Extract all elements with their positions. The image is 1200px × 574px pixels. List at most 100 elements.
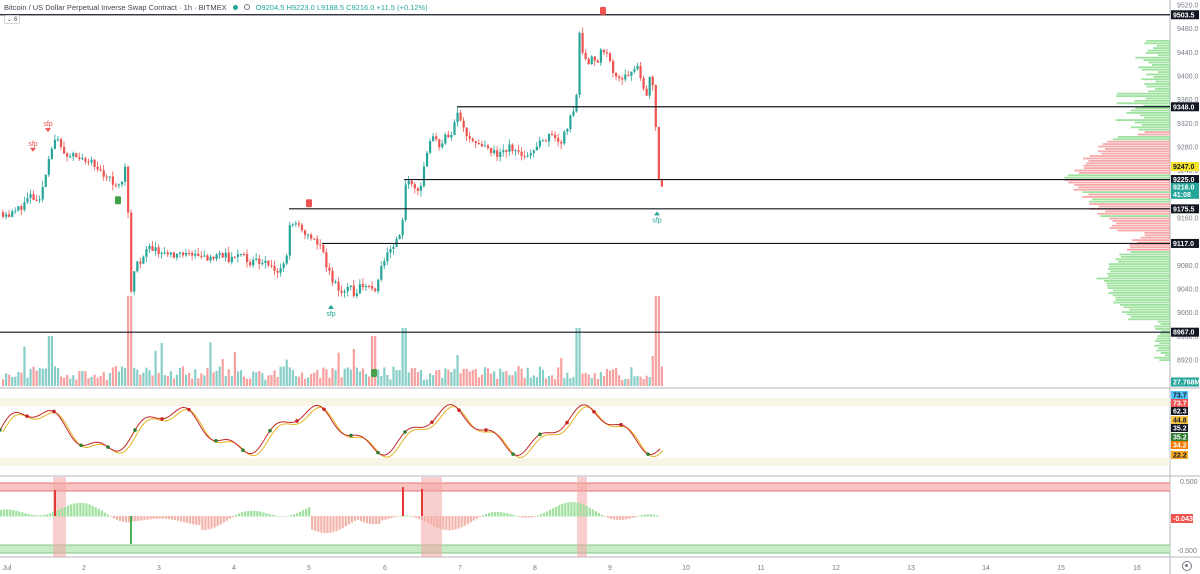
volume-bar xyxy=(66,374,69,386)
oscillator-dot xyxy=(349,433,353,438)
histogram-bar xyxy=(420,516,424,521)
candle xyxy=(197,253,200,256)
indicators-toggle[interactable]: ⌄ 6 xyxy=(4,15,21,24)
candle xyxy=(538,140,541,147)
volume-bar xyxy=(337,352,340,386)
settings-icon[interactable] xyxy=(243,4,250,10)
candle xyxy=(233,256,236,258)
volume-bar xyxy=(53,366,57,386)
histogram-bar xyxy=(88,504,91,517)
volume-profile-bar xyxy=(1068,181,1170,184)
histogram-bar xyxy=(597,512,600,517)
histogram-bar xyxy=(262,512,265,517)
histogram-bar xyxy=(292,514,295,517)
candle xyxy=(380,265,383,280)
volume-profile-bar xyxy=(1146,73,1170,76)
candle xyxy=(557,137,560,142)
volume-bar xyxy=(416,372,419,386)
volume-profile-bar xyxy=(1078,172,1170,174)
volume-bar xyxy=(56,367,60,386)
candle xyxy=(59,139,63,147)
candle xyxy=(425,152,429,167)
oscillator-dot xyxy=(484,428,488,432)
oscillator-badge-label: 62.3 xyxy=(1173,409,1187,416)
volume-bar xyxy=(471,369,474,386)
candle xyxy=(639,65,642,79)
candle xyxy=(630,71,633,76)
histogram-bar xyxy=(539,514,543,517)
volume-profile-bar xyxy=(1105,210,1170,213)
symbol-title[interactable]: Bitcoin / US Dollar Perpetual Inverse Sw… xyxy=(4,2,227,12)
volume-profile-bar xyxy=(1107,140,1170,143)
ohlc-values: O9204.5 H9223.0 L9188.5 C9216.0 +11.5 (+… xyxy=(255,2,428,12)
oscillator-dot xyxy=(619,422,623,427)
volume-profile-bar xyxy=(1147,49,1170,52)
volume-bar xyxy=(291,370,294,386)
histogram-bar xyxy=(344,516,347,527)
volume-bar xyxy=(26,377,29,386)
volume-bar xyxy=(145,367,148,386)
volume-profile-bar xyxy=(1086,162,1170,165)
volume-bar xyxy=(511,375,514,386)
candle xyxy=(517,150,520,152)
volume-bar xyxy=(480,374,484,386)
volume-bar xyxy=(124,367,127,386)
candle xyxy=(621,78,624,80)
candle xyxy=(590,56,593,64)
volume-profile-bar xyxy=(1146,40,1170,42)
candle xyxy=(349,285,352,288)
histogram-bar xyxy=(164,516,167,519)
histogram-bar xyxy=(427,516,430,524)
candle xyxy=(444,134,447,144)
volume-bar xyxy=(404,328,407,386)
histogram-bar xyxy=(500,512,503,517)
volume-bar xyxy=(69,378,72,386)
histogram-bar xyxy=(454,516,457,530)
histogram-bar xyxy=(128,516,131,523)
volume-profile-bar xyxy=(1111,224,1170,227)
histogram-spike xyxy=(130,516,132,544)
histogram-bar xyxy=(57,509,61,517)
candle xyxy=(38,199,41,201)
candle xyxy=(374,288,377,292)
volume-bar xyxy=(239,370,243,386)
candle xyxy=(249,262,252,266)
volume-bar xyxy=(188,372,191,386)
volume-bar xyxy=(191,378,194,386)
histogram-bar xyxy=(67,505,70,517)
volume-bar xyxy=(590,378,593,386)
candle xyxy=(386,252,389,262)
candle xyxy=(377,279,380,292)
histogram-bar xyxy=(143,516,146,521)
candle xyxy=(117,184,121,186)
volume-profile-bar xyxy=(1115,119,1170,121)
volume-bar xyxy=(127,296,130,386)
volume-bar xyxy=(252,371,255,386)
histogram-bar xyxy=(137,516,140,521)
volume-bar xyxy=(541,369,545,386)
candle xyxy=(413,184,416,189)
histogram-bar xyxy=(76,502,79,517)
price-tick-label: 9440.0 xyxy=(1177,50,1199,57)
histogram-bar xyxy=(622,516,625,520)
volume-bar xyxy=(532,375,535,386)
volume-bar xyxy=(398,370,401,386)
volume-profile-bar xyxy=(1113,138,1170,141)
candle xyxy=(471,138,474,141)
volume-bar xyxy=(435,370,438,386)
histogram-bar xyxy=(36,515,39,517)
chart-settings-icon[interactable] xyxy=(1182,561,1192,571)
sfp-label: sfp xyxy=(326,311,335,318)
candle xyxy=(133,271,136,292)
candle xyxy=(502,150,505,153)
price-badge xyxy=(1171,238,1199,248)
volume-profile-bar xyxy=(1140,236,1170,239)
histogram-bar xyxy=(231,516,234,518)
volume-bar xyxy=(450,371,453,386)
volume-bar xyxy=(29,368,32,386)
histogram-bar xyxy=(198,516,201,526)
histogram-bar xyxy=(24,513,27,517)
volume-bar xyxy=(297,376,301,386)
histogram-bar xyxy=(204,516,207,530)
